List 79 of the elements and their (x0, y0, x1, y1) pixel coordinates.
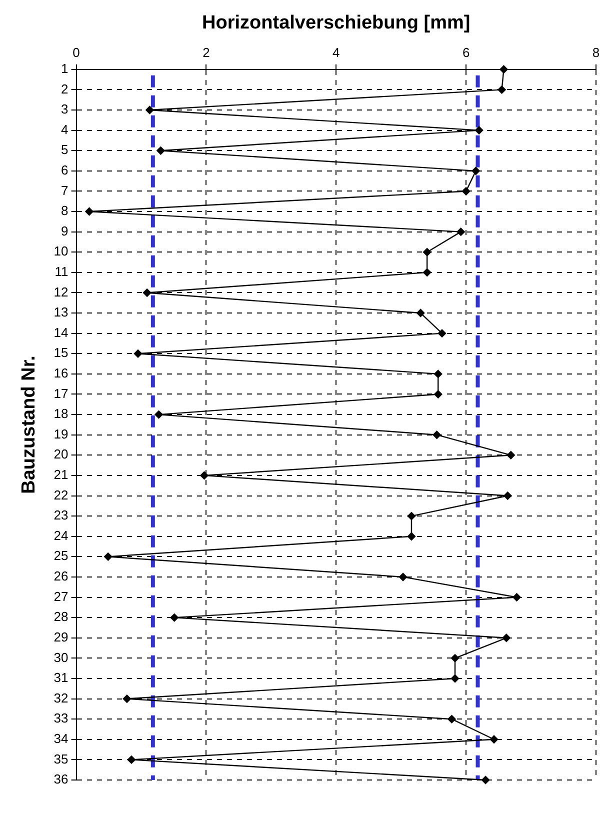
point (438, 329, 446, 338)
y-tick-label: 32 (54, 690, 68, 706)
x-tick-label: 4 (332, 45, 340, 60)
point (154, 410, 163, 419)
y-tick-label: 10 (54, 244, 68, 259)
point (474, 126, 484, 134)
point (200, 471, 208, 480)
y-tick-label: 19 (54, 426, 68, 442)
y-tick-label: 23 (54, 508, 68, 523)
y-axis-title: Bauzustand Nr. (18, 356, 40, 494)
y-tick-label: 8 (61, 203, 68, 218)
point (502, 634, 510, 642)
y-tick-label: 27 (54, 588, 68, 604)
y-tick-label: 26 (54, 568, 68, 584)
y-tick-label: 13 (54, 304, 68, 320)
y-tick-label: 22 (54, 487, 68, 502)
y-tick-label: 14 (54, 324, 68, 340)
point (490, 735, 498, 744)
point (506, 451, 515, 460)
y-tick-label: 6 (61, 162, 68, 178)
point (134, 350, 142, 358)
x-tick-label: 6 (462, 45, 470, 60)
point (85, 207, 94, 216)
point (422, 268, 432, 277)
point (398, 572, 408, 582)
y-tick-label: 9 (61, 223, 68, 238)
y-tick-label: 30 (54, 650, 68, 665)
point (122, 694, 132, 703)
y-tick-label: 2 (61, 81, 68, 96)
y-tick-label: 28 (54, 609, 68, 624)
point (104, 552, 112, 561)
point (407, 512, 416, 520)
point (142, 288, 152, 297)
point (450, 674, 460, 683)
x-tick-label: 8 (592, 45, 600, 60)
y-tick-label: 17 (54, 386, 68, 401)
point (472, 166, 480, 176)
point (407, 532, 416, 540)
y-tick-label: 15 (54, 345, 68, 360)
y-tick-label: 34 (54, 730, 68, 746)
x-tick-label: 0 (72, 45, 80, 60)
y-tick-label: 12 (54, 284, 68, 300)
point (156, 146, 165, 155)
y-tick-label: 16 (54, 366, 68, 381)
point (500, 65, 508, 74)
point (434, 370, 442, 378)
y-tick-label: 21 (54, 467, 68, 482)
y-tick-label: 1 (61, 60, 68, 76)
point (127, 756, 136, 764)
point (432, 430, 441, 439)
y-tick-label: 36 (54, 772, 68, 787)
x-tick-label: 2 (202, 45, 210, 60)
point (422, 248, 432, 256)
y-tick-label: 29 (54, 629, 68, 644)
point (146, 106, 154, 114)
point (450, 654, 460, 662)
y-tick-label: 35 (54, 751, 68, 766)
y-tick-label: 18 (54, 406, 68, 422)
y-tick-label: 7 (61, 182, 68, 198)
point (434, 390, 442, 398)
y-tick-label: 5 (61, 142, 68, 158)
point (498, 86, 506, 94)
point (456, 228, 465, 236)
point (170, 613, 178, 622)
y-tick-label: 31 (54, 670, 68, 686)
x-axis-title: Horizontalverschiebung [mm] (202, 12, 470, 34)
y-tick-label: 25 (54, 548, 68, 564)
point (481, 776, 490, 784)
y-tick-label: 20 (54, 446, 68, 462)
y-tick-label: 3 (61, 102, 68, 117)
point (504, 492, 512, 500)
point (416, 308, 425, 318)
y-tick-label: 24 (54, 528, 68, 543)
point (448, 714, 456, 724)
y-tick-label: 33 (54, 710, 68, 726)
point (462, 187, 470, 196)
point (512, 593, 521, 602)
y-tick-label: 11 (54, 264, 68, 280)
y-tick-label: 4 (61, 122, 68, 137)
